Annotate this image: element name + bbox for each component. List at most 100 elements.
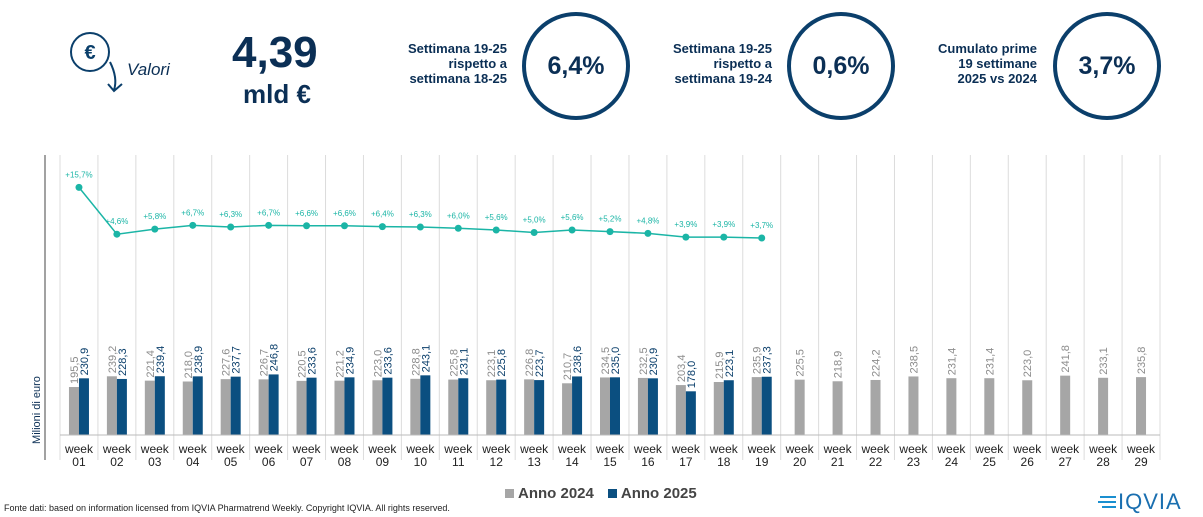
legend-item: Anno 2024: [505, 485, 594, 502]
bar: [870, 379, 881, 435]
x-tick-label: week 13: [520, 442, 549, 469]
bar: [458, 378, 469, 435]
kpi-text: Cumulato prime 19 settimane 2025 vs 2024: [925, 41, 1037, 86]
bar-label: 226,8: [524, 349, 536, 377]
growth-point: [113, 230, 121, 238]
legend-swatch: [505, 489, 514, 498]
bar-label: 223,1: [724, 350, 736, 378]
kpi-circle: 6,4%: [522, 12, 630, 120]
x-tick-label: week 26: [1013, 442, 1042, 469]
kpi-line: rispetto a: [448, 56, 507, 71]
bar: [908, 376, 919, 435]
growth-label: +4,8%: [636, 216, 659, 225]
x-tick-label: week 01: [64, 442, 93, 469]
legend-item: Anno 2025: [607, 485, 697, 502]
bar: [610, 377, 620, 435]
x-tick-label: week 04: [178, 442, 207, 469]
bar: [182, 381, 193, 435]
bar: [524, 379, 535, 435]
bar: [1060, 375, 1071, 435]
growth-label: +3,9%: [712, 220, 735, 229]
bar-label: 235,8: [1136, 347, 1148, 375]
bar: [192, 376, 203, 435]
x-tick-label: week 20: [785, 442, 814, 469]
growth-point: [189, 221, 197, 229]
bar-label: 225,8: [448, 349, 460, 377]
growth-label: +5,8%: [143, 212, 166, 221]
y-axis-label: Milioni di euro: [31, 376, 43, 444]
x-tick-label: week 15: [595, 442, 624, 469]
bar-label: 226,7: [259, 349, 271, 377]
bar-label: 218,9: [833, 351, 845, 379]
bar: [1136, 377, 1147, 435]
growth-point: [340, 222, 348, 230]
x-tick-label: week 11: [444, 442, 473, 469]
bar: [534, 380, 545, 435]
legend-swatch: [607, 489, 617, 498]
bar-label: 210,7: [562, 353, 574, 381]
bar-label: 223,0: [1022, 350, 1034, 378]
bar: [106, 376, 117, 435]
logo-mark: [1098, 496, 1116, 508]
euro-icon: €: [70, 32, 123, 93]
bar-label: 239,2: [107, 346, 119, 374]
x-tick-label: week 22: [861, 442, 890, 469]
bar: [306, 377, 317, 435]
bar: [723, 380, 734, 435]
bar-label: 246,8: [269, 344, 281, 372]
growth-point: [606, 228, 614, 236]
kpi-line: settimana 19-24: [674, 71, 772, 86]
x-tick-label: week 28: [1089, 442, 1118, 469]
kpi-text: Settimana 19-25 rispetto a settimana 19-24: [660, 41, 772, 86]
chart: Milioni di euro 195,5 239,2 221,4 218,0 227,6…: [31, 155, 1161, 460]
legend-text: Anno 2025: [620, 485, 697, 502]
bar: [794, 379, 805, 435]
bar-label: 203,4: [676, 355, 688, 383]
bar-label: 223,1: [486, 350, 498, 378]
bar: [486, 380, 497, 435]
growth-point: [492, 226, 500, 234]
growth-label: +6,6%: [333, 209, 356, 218]
growth-point: [416, 223, 424, 231]
bar-label: 234,9: [344, 347, 356, 375]
bar-label: 234,5: [600, 347, 612, 375]
bar-label: 224,2: [871, 349, 883, 377]
legend: Anno 2024 Anno 2025: [505, 485, 697, 502]
bar: [751, 377, 762, 435]
bar: [572, 376, 583, 435]
bar-label: 227,6: [221, 349, 233, 377]
growth-label: +6,3%: [219, 210, 242, 219]
kpi-line: settimana 18-25: [409, 71, 507, 86]
x-tick-label: week 03: [140, 442, 169, 469]
bar-label: 215,9: [714, 351, 726, 379]
bar-label: 221,2: [334, 350, 346, 378]
growth-label: +6,0%: [447, 211, 470, 220]
bar-label: 228,8: [410, 348, 422, 376]
bar: [296, 380, 307, 435]
growth-point: [758, 234, 766, 242]
source: Fonte dati: based on information license…: [4, 503, 450, 513]
logo: IQVIA: [1118, 489, 1182, 514]
bar-label: 223,0: [372, 350, 384, 378]
icon-arrow: [107, 61, 123, 93]
growth-point: [151, 225, 159, 233]
bar: [420, 375, 431, 435]
bar: [448, 379, 459, 435]
bar-label: 233,6: [382, 347, 394, 375]
bar-label: 228,3: [117, 348, 129, 376]
x-tick-label: week 07: [292, 442, 321, 469]
bar-label: 225,8: [496, 349, 508, 377]
bar: [154, 376, 165, 435]
total-unit: mld €: [243, 79, 311, 109]
total-value: 4,39: [232, 28, 318, 77]
bar-label: 233,1: [1098, 347, 1110, 375]
growth-point: [265, 221, 273, 229]
growth-label: +6,3%: [409, 210, 432, 219]
kpi-line: Settimana 19-25: [408, 41, 507, 56]
x-tick-label: week 18: [709, 442, 738, 469]
x-tick-label: week 19: [747, 442, 776, 469]
growth-point: [568, 226, 576, 234]
bar-label: 238,6: [572, 346, 584, 374]
kpi-line: 2025 vs 2024: [957, 71, 1037, 86]
